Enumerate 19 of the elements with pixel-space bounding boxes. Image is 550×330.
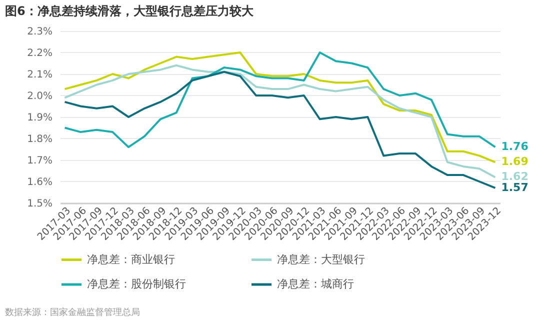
y-tick-label: 1.9% <box>27 112 52 124</box>
legend-label: 净息差：大型银行 <box>277 252 365 266</box>
data-label: 1.76 <box>501 140 529 154</box>
y-tick-label: 1.6% <box>27 177 52 188</box>
data-label: 1.57 <box>501 180 528 194</box>
data-label: 1.69 <box>501 155 528 168</box>
y-tick-label: 2.1% <box>27 70 52 80</box>
y-tick-label: 1.7% <box>27 156 52 166</box>
y-tick-label: 1.8% <box>27 134 52 145</box>
y-tick-label: 2.0% <box>27 91 52 102</box>
legend-label: 净息差：股份制银行 <box>87 278 186 290</box>
legend-label: 净息差：城商行 <box>277 278 354 290</box>
legend-label: 净息差：商业银行 <box>87 252 175 266</box>
chart-title: 图6：净息差持续滑落，大型银行息差压力较大 <box>5 4 254 18</box>
y-tick-label: 1.5% <box>27 198 52 210</box>
y-tick-label: 2.3% <box>27 26 52 38</box>
y-tick-label: 2.2% <box>27 48 52 59</box>
source-note: 数据来源：国家金融监督管理总局 <box>5 307 140 318</box>
data-label: 1.62 <box>501 170 528 184</box>
